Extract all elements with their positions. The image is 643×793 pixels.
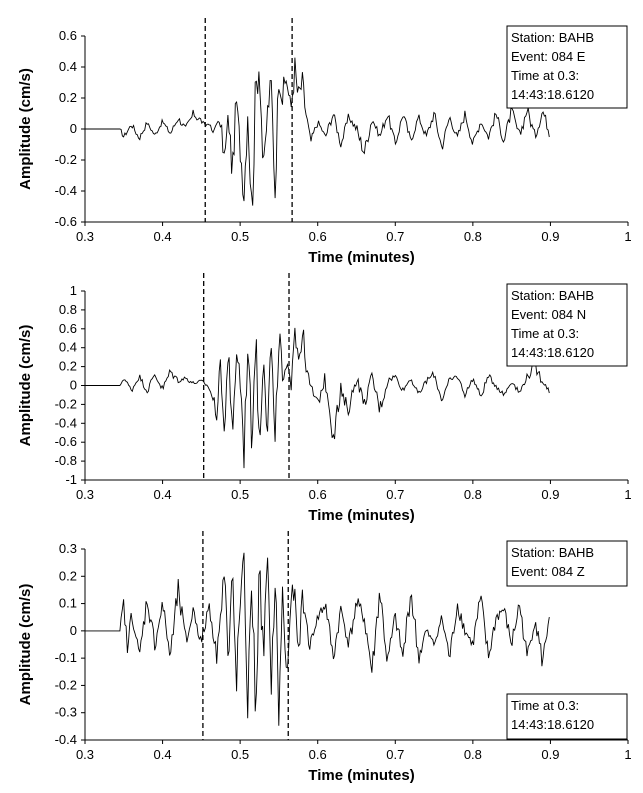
y-tick-label: 0.2 [59,359,77,374]
station-annotation-box-line: Event: 084 N [511,307,586,322]
chart-panel-E: -0.6 -0.4 -0.2 0 0.2 0.4 0.6 0.3 0.4 0.5 0.6 0.7 0.8… [17,18,632,266]
y-tick-label: 0.2 [59,90,77,105]
seismic-trace-line [85,327,550,469]
x-tick-label: 1 [624,487,631,502]
chart-panel-Z: -0.4 -0.3 -0.2 -0.1 0 0.1 0.2 0.3 0.3 0.4 0.5 0.6 0.… [17,531,632,784]
station-annotation-box-line: Station: BAHB [511,30,594,45]
y-tick-label: -0.6 [55,434,77,449]
x-tick-label: 0.9 [541,747,559,762]
x-tick-label: 0.3 [76,487,94,502]
x-tick-label: 0.4 [154,229,172,244]
x-tick-label: 0.7 [386,487,404,502]
chart-panel-N: -1 -0.8 -0.6 -0.4 -0.2 0 0.2 0.4 0.6 0.8 1 0.3 0.4 0.… [17,273,632,524]
x-tick-label: 0.4 [154,747,172,762]
y-tick-label: -0.4 [55,415,77,430]
x-tick-label: 0.7 [386,747,404,762]
seismic-trace-line [85,552,550,726]
time-annotation-box: Time at 0.3: 14:43:18.6120 [506,693,628,740]
x-tick-label: 0.5 [231,747,249,762]
x-tick-label: 0.8 [464,487,482,502]
x-tick-label: 0.3 [76,747,94,762]
x-tick-label: 0.5 [231,487,249,502]
x-tick-label: 0.7 [386,229,404,244]
x-tick-label: 1 [624,747,631,762]
y-tick-label: 0.8 [59,302,77,317]
y-tick-label: -0.2 [55,396,77,411]
y-tick-label: -0.6 [55,214,77,229]
seismic-trace-line [85,57,550,206]
time-annotation-box-line: Time at 0.3: [511,698,579,713]
x-tick-label: 0.6 [309,229,327,244]
y-tick-label: -0.1 [55,650,77,665]
y-tick-label: 0.6 [59,321,77,336]
time-annotation-box-frame [506,693,628,740]
x-tick-label: 0.5 [231,229,249,244]
y-axis-title: Amplitude (cm/s) [17,68,34,190]
x-tick-label: 0.3 [76,229,94,244]
time-annotation-box-line: 14:43:18.6120 [511,717,594,732]
station-annotation-box: Station: BAHB Event: 084 Z [506,540,628,587]
y-tick-label: 0.4 [59,340,77,355]
x-tick-label: 0.6 [309,747,327,762]
station-annotation-box-line: 14:43:18.6120 [511,345,594,360]
station-annotation-box-line: 14:43:18.6120 [511,87,594,102]
y-tick-label: 1 [70,283,77,298]
x-tick-label: 0.8 [464,229,482,244]
y-tick-label: -0.4 [55,732,77,747]
y-tick-label: 0 [70,378,77,393]
x-tick-label: 0.8 [464,747,482,762]
y-tick-label: 0.6 [59,28,77,43]
station-annotation-box-line: Station: BAHB [511,545,594,560]
station-annotation-box-line: Event: 084 E [511,49,586,64]
y-tick-label: -0.2 [55,152,77,167]
x-axis-title: Time (minutes) [308,249,414,266]
y-tick-label: 0.3 [59,541,77,556]
x-tick-label: 0.9 [541,487,559,502]
station-annotation-box: Station: BAHB Event: 084 E Time at 0.3: 14:… [506,25,628,109]
y-tick-label: 0 [70,623,77,638]
y-tick-label: 0.4 [59,59,77,74]
station-annotation-box-frame [506,283,628,367]
station-annotation-box-frame [506,25,628,109]
y-tick-label: 0 [70,121,77,136]
station-annotation-box-line: Event: 084 Z [511,564,585,579]
y-axis-title: Amplitude (cm/s) [17,584,34,706]
x-tick-label: 0.9 [541,229,559,244]
y-tick-label: -0.4 [55,183,77,198]
y-tick-label: -0.8 [55,453,77,468]
y-tick-label: 0.2 [59,568,77,583]
x-tick-label: 1 [624,229,631,244]
station-annotation-box-line: Time at 0.3: [511,68,579,83]
y-axis-title: Amplitude (cm/s) [17,325,34,447]
x-axis-title: Time (minutes) [308,507,414,524]
station-annotation-box-line: Time at 0.3: [511,326,579,341]
x-tick-label: 0.6 [309,487,327,502]
y-tick-label: -0.3 [55,705,77,720]
station-annotation-box: Station: BAHB Event: 084 N Time at 0.3: 14:… [506,283,628,367]
y-tick-label: -0.2 [55,677,77,692]
x-axis-title: Time (minutes) [308,767,414,784]
station-annotation-box-line: Station: BAHB [511,288,594,303]
y-tick-label: 0.1 [59,596,77,611]
station-annotation-box-frame [506,540,628,587]
y-tick-label: -1 [65,472,77,487]
x-tick-label: 0.4 [154,487,172,502]
